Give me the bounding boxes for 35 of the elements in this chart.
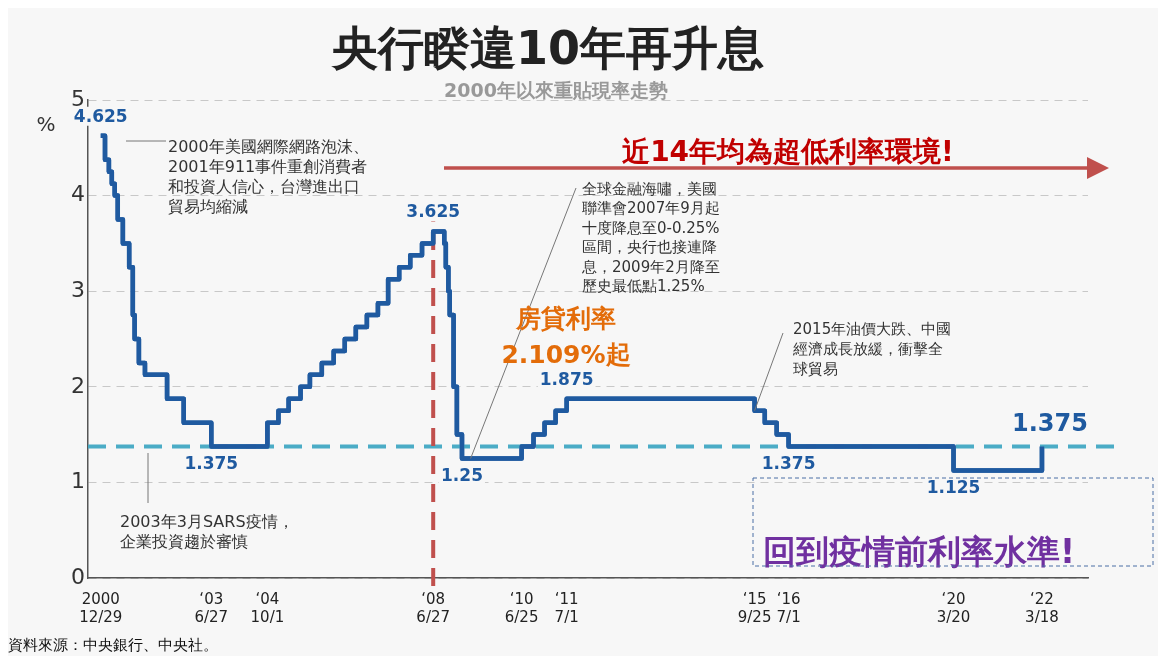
source-note: 資料來源：中央銀行、中央社。: [8, 635, 218, 654]
data-label: 3.625: [406, 201, 461, 222]
y-tick-label: 4: [71, 181, 85, 207]
annotation: 近14年均為超低利率環境!: [622, 135, 954, 169]
annotation: 回到疫情前利率水準!: [763, 531, 1076, 571]
x-tick-label: ‘08 6/27: [416, 589, 451, 626]
x-tick-label: ‘15 9/25: [737, 589, 772, 626]
y-tick-label: 3: [71, 276, 85, 302]
data-label: 1.875: [539, 368, 594, 389]
data-label: 1.375: [1012, 408, 1088, 437]
x-tick-label: ‘22 3/18: [1025, 589, 1059, 626]
annotation: 2000年美國網際網路泡沫、2001年911事件重創消費者和投資人信心，台灣進出口貿易均縮減: [168, 137, 369, 217]
data-label: 1.25: [441, 465, 483, 486]
x-tick-label: ‘11 7/1: [554, 589, 579, 626]
y-tick-label: 0: [71, 563, 85, 589]
x-tick-label: ‘16 7/1: [776, 589, 801, 626]
annotation: 全球金融海嘯，美國聯準會2007年9月起十度降息至0-0.25%區間，央行也接連降息，2009年2月降至歷史最低點1.25%: [581, 179, 720, 296]
y-tick-label: 1: [71, 468, 85, 494]
x-tick-label: ‘10 6/25: [504, 589, 539, 626]
annotation: 2015年油價大跌、中國經濟成長放緩，衝擊全球貿易: [792, 319, 952, 378]
annotation: 2003年3月SARS疫情，企業投資趨於審慎: [120, 512, 294, 552]
y-tick-label: 2: [71, 372, 85, 398]
data-label: 1.125: [926, 477, 981, 498]
data-label: 1.375: [184, 453, 239, 474]
data-label: 4.625: [73, 105, 128, 126]
chart-subtitle: 2000年以來重貼現率走勢: [444, 78, 668, 101]
x-tick-label: ‘20 3/20: [936, 589, 971, 626]
data-label: 1.375: [761, 453, 816, 474]
x-tick-label: ‘03 6/27: [194, 589, 229, 626]
annotation: 2.109%起: [501, 339, 631, 369]
chart-title: 央行睽違10年再升息: [330, 20, 765, 75]
annotation: 房貸利率: [515, 303, 616, 333]
y-axis-title: %: [36, 112, 56, 137]
x-tick-label: 2000 12/29: [79, 589, 123, 626]
x-tick-label: ‘04 10/1: [250, 589, 285, 626]
